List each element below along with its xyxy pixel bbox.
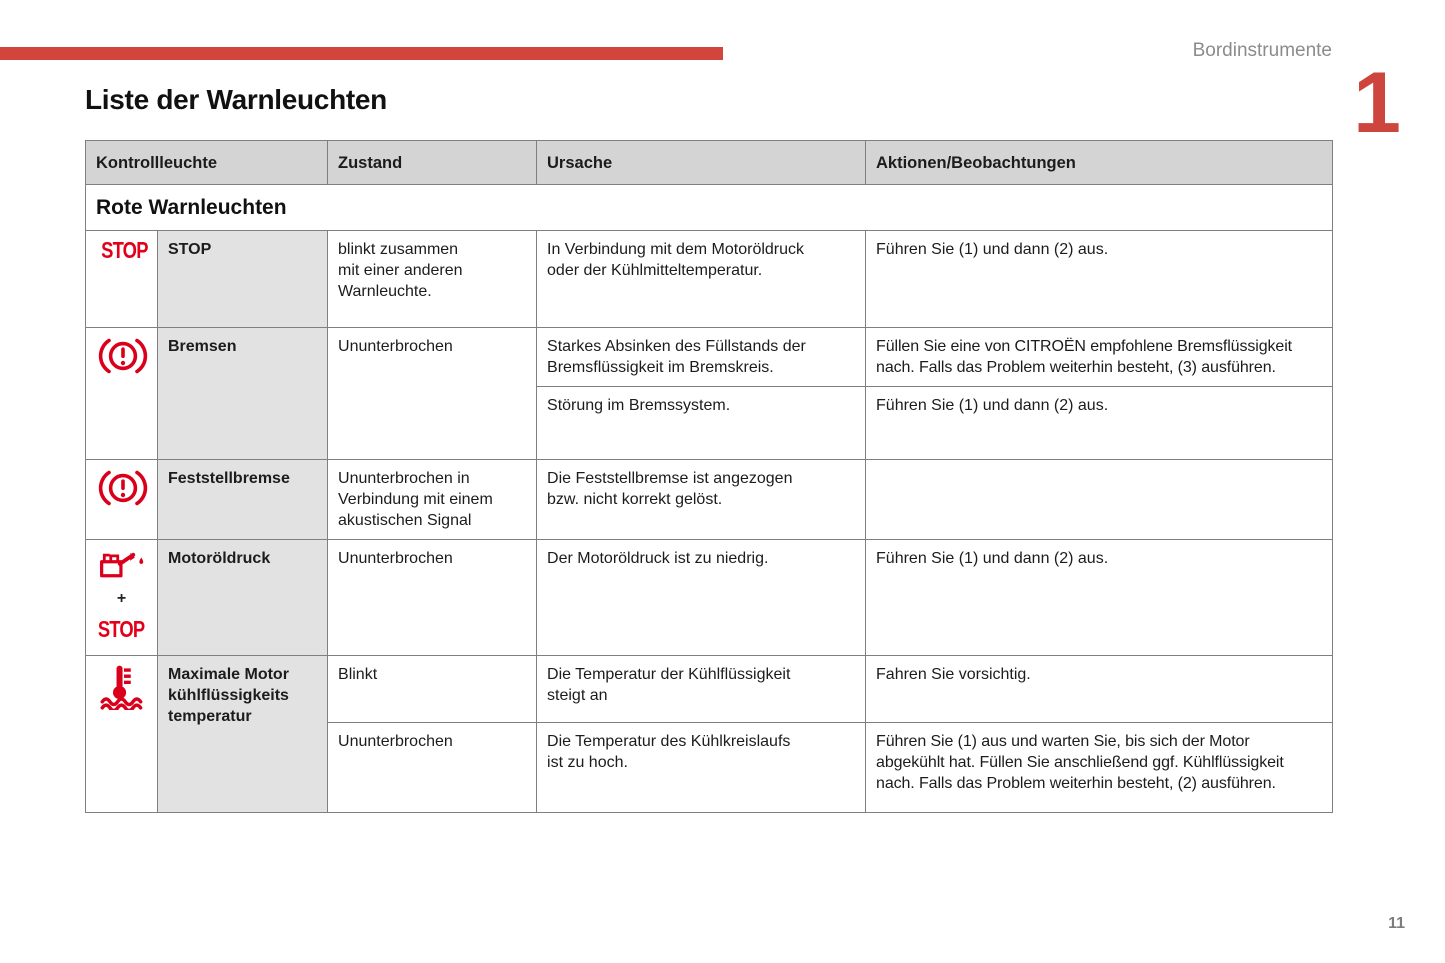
cell-name: Bremsen xyxy=(156,326,329,460)
section-row: Rote Warnleuchten xyxy=(84,184,1334,231)
cell-aktionen: Fahren Sie vorsichtig. xyxy=(865,655,1334,724)
page-number: 11 xyxy=(1388,915,1405,932)
column-header-aktionen: Aktionen/Beobachtungen xyxy=(865,140,1334,185)
cell-ursache: Die Feststellbremse ist angezogen bzw. n… xyxy=(536,458,867,541)
column-header-ursache: Ursache xyxy=(536,140,867,185)
cell-ursache: Die Temperatur der Kühlflüssigkeit steig… xyxy=(536,655,867,724)
accent-bar xyxy=(0,47,723,60)
cell-aktionen: Füllen Sie eine von CITROËN empfohlene B… xyxy=(865,326,1334,387)
table-row-feststellbremse: Feststellbremse Ununterbrochen in Verbin… xyxy=(85,458,1334,541)
cell-zustand: Ununterbrochen xyxy=(327,326,538,460)
cell-ursache: Der Motoröldruck ist zu niedrig. xyxy=(536,539,867,657)
cell-ursache: Die Temperatur des Kühlkreislaufs ist zu… xyxy=(536,722,867,814)
cell-aktionen: Führen Sie (1) und dann (2) aus. xyxy=(865,229,1334,328)
cell-zustand: Ununterbrochen xyxy=(327,539,538,657)
column-header-kontrollleuchte: Kontrollleuchte xyxy=(84,140,329,185)
section-title: Rote Warnleuchten xyxy=(84,184,1334,231)
cell-name: STOP xyxy=(156,229,329,328)
cell-zustand: blinkt zusammen mit einer anderen Warnle… xyxy=(327,229,538,328)
stop-indicator-icon: STOP xyxy=(101,236,148,263)
cell-icon xyxy=(85,655,158,814)
cell-aktionen: Führen Sie (1) aus und warten Sie, bis s… xyxy=(865,722,1334,814)
chapter-number: 1 xyxy=(1353,55,1401,151)
cell-ursache: Störung im Bremssystem. xyxy=(536,385,867,460)
cell-name: Maximale Motor kühlflüssigkeits temperat… xyxy=(156,655,329,814)
page-title: Liste der Warnleuchten xyxy=(85,84,387,115)
cell-aktionen: Führen Sie (1) und dann (2) aus. xyxy=(865,385,1334,460)
cell-name: Feststellbremse xyxy=(156,458,329,541)
brake-warning-icon xyxy=(98,338,148,374)
plus-sign: + xyxy=(116,590,127,608)
table-row-bremsen: Bremsen Ununterbrochen Starkes Absinken … xyxy=(85,326,1334,460)
cell-zustand: Blinkt xyxy=(327,655,538,724)
table-row-motoroeldruck: + STOP Motoröldruck Ununterbrochen Der M… xyxy=(85,539,1334,657)
cell-zustand: Ununterbrochen xyxy=(327,722,538,814)
oil-pressure-icon xyxy=(99,552,143,578)
breadcrumb: Bordinstrumente xyxy=(1192,40,1332,61)
table-row-bremsen-sub: Störung im Bremssystem. Führen Sie (1) u… xyxy=(86,385,1334,460)
cell-zustand: Ununterbrochen in Verbindung mit einem a… xyxy=(327,458,538,541)
cell-name: Motoröldruck xyxy=(156,539,329,657)
stop-indicator-icon: STOP xyxy=(98,616,145,643)
table-row-kuehlfluessigkeit-sub: Ununterbrochen Die Temperatur des Kühlkr… xyxy=(86,722,1334,814)
cell-aktionen: Führen Sie (1) und dann (2) aus. xyxy=(865,539,1334,657)
coolant-temperature-icon xyxy=(100,665,142,711)
cell-ursache: Starkes Absinken des Füllstands der Brem… xyxy=(536,326,867,387)
cell-icon xyxy=(85,326,158,460)
cell-icon: + STOP xyxy=(85,539,158,657)
table-row-kuehlfluessigkeit: Maximale Motor kühlflüssigkeits temperat… xyxy=(85,655,1334,814)
table-row-stop: STOP STOP blinkt zusammen mit einer ande… xyxy=(85,229,1334,328)
table-header-row: Kontrollleuchte Zustand Ursache Aktionen… xyxy=(84,140,1334,185)
cell-icon: STOP xyxy=(85,229,158,328)
parking-brake-icon xyxy=(98,470,148,506)
cell-aktionen xyxy=(865,458,1334,541)
cell-ursache: In Verbindung mit dem Motoröldruck oder … xyxy=(536,229,867,328)
cell-icon xyxy=(85,458,158,541)
warning-lights-table: Kontrollleuchte Zustand Ursache Aktionen… xyxy=(84,140,1334,814)
column-header-zustand: Zustand xyxy=(327,140,538,185)
